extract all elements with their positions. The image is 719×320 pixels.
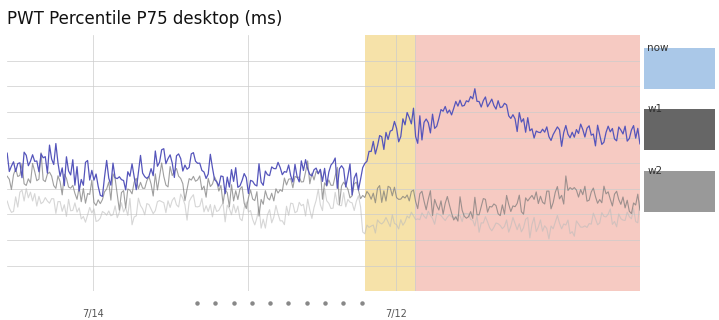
Text: w1: w1	[647, 104, 662, 114]
Text: w2: w2	[647, 166, 662, 176]
Text: 7/12: 7/12	[385, 309, 407, 319]
Text: now: now	[647, 43, 669, 53]
Bar	[644, 171, 715, 212]
Text: 7/14: 7/14	[82, 309, 104, 319]
Bar	[644, 109, 715, 150]
Bar	[644, 48, 715, 89]
Bar	[416, 35, 640, 291]
Bar	[365, 35, 416, 291]
Text: PWT Percentile P75 desktop (ms): PWT Percentile P75 desktop (ms)	[7, 10, 283, 28]
